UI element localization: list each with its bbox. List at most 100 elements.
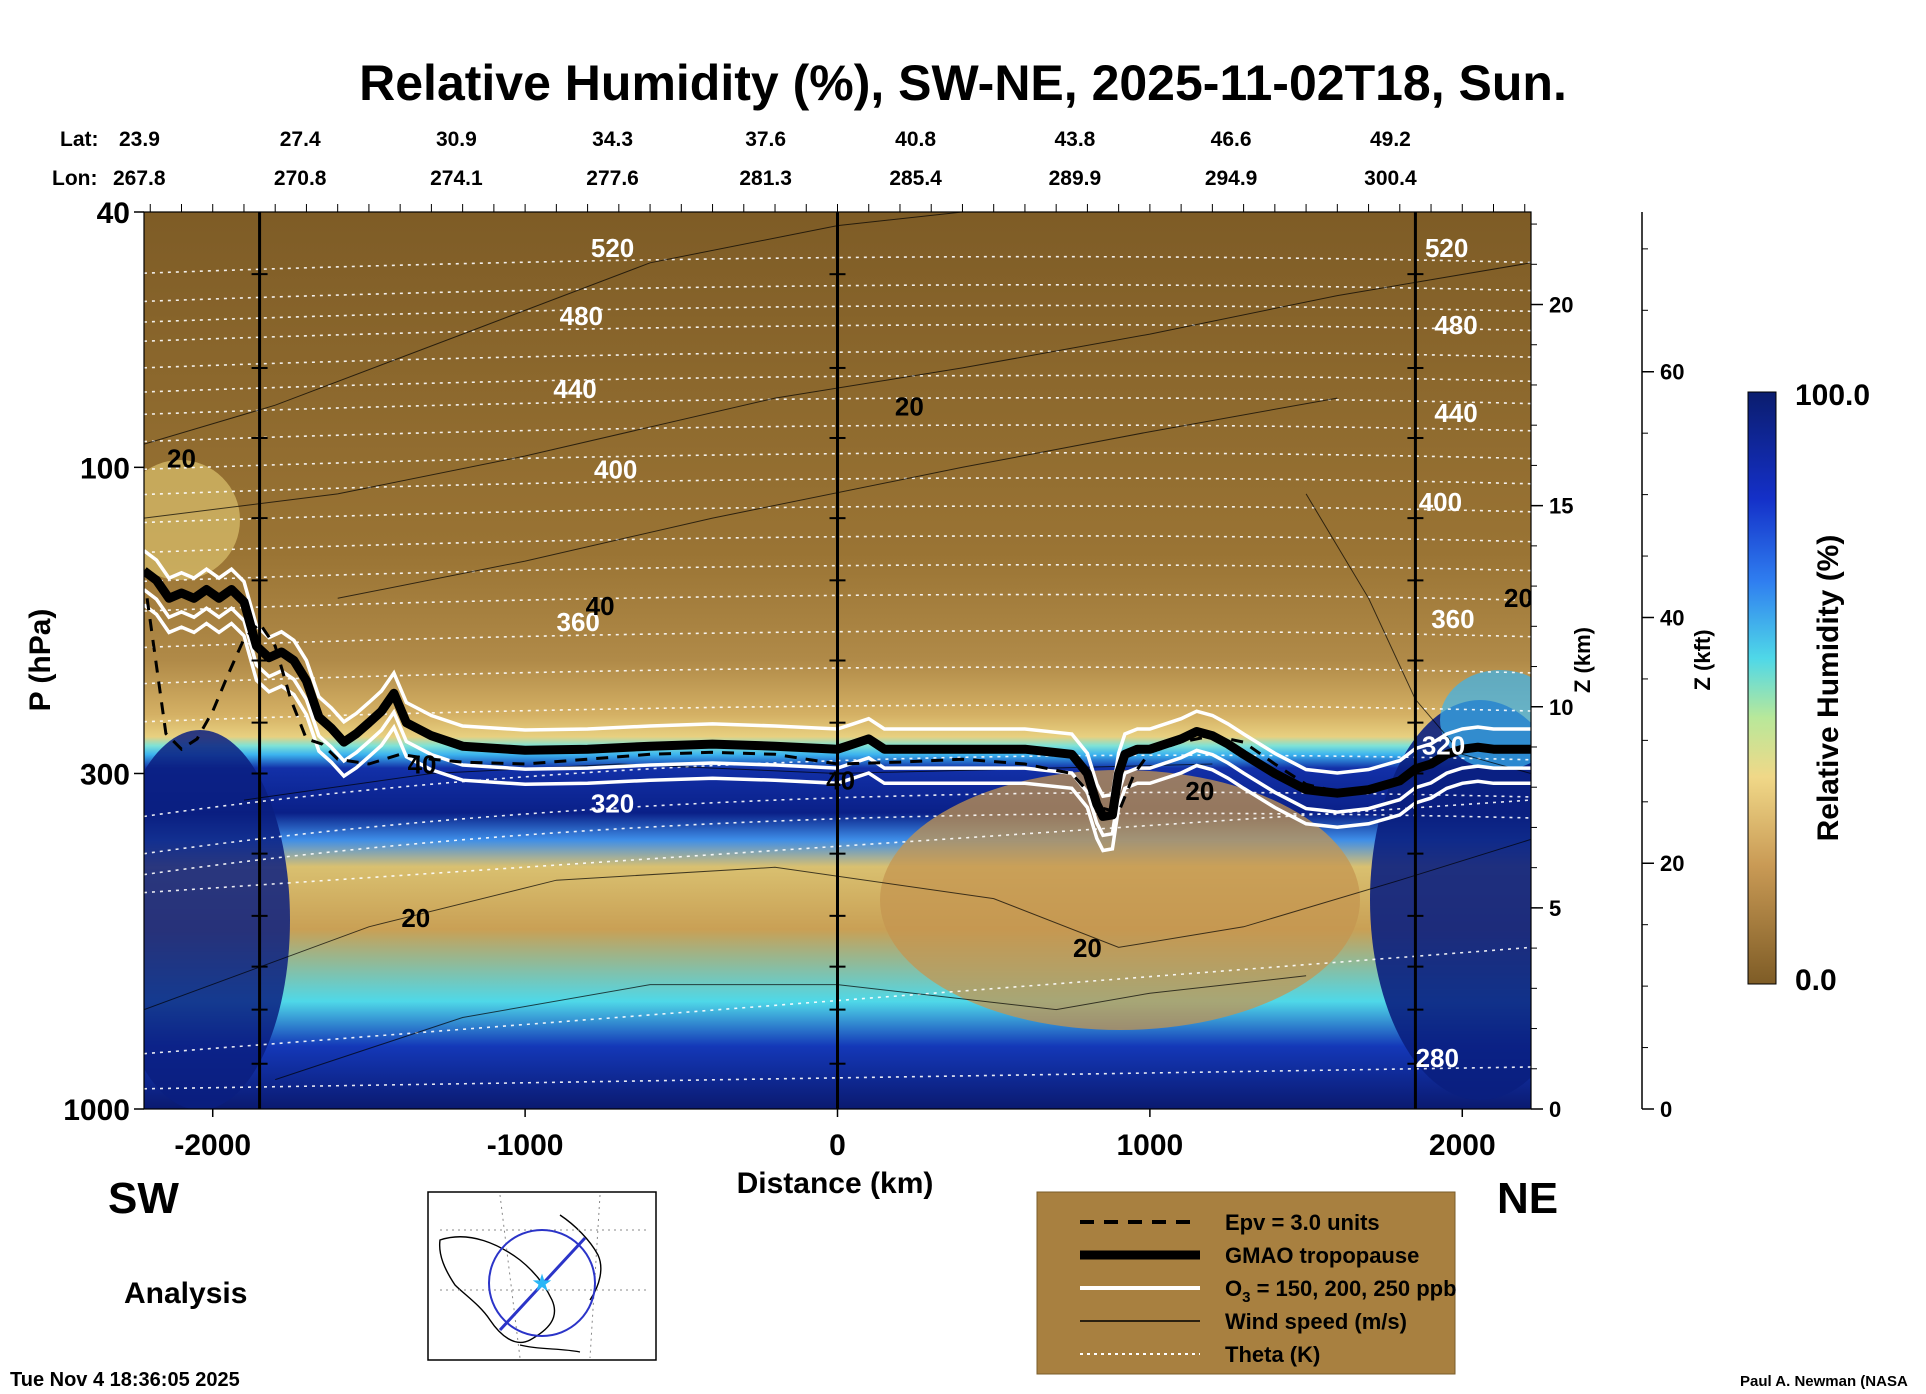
ozone-contour <box>144 588 1531 838</box>
ne-label: NE <box>1497 1174 1558 1223</box>
legend-theta-label: Theta (K) <box>1225 1342 1320 1367</box>
z-kft-axis: 0 20 40 60 <box>1641 212 1684 1122</box>
legend: Epv = 3.0 units GMAO tropopause O3 = 150… <box>1036 1191 1457 1375</box>
theta-contour <box>144 284 1531 303</box>
z-km-tick-label: 15 <box>1549 494 1573 519</box>
colorbar-min: 0.0 <box>1795 964 1837 997</box>
wind-label: 20 <box>895 391 924 421</box>
sw-label: SW <box>108 1174 179 1223</box>
lon-value: 277.6 <box>586 167 639 190</box>
wind-label: 40 <box>408 749 437 779</box>
colorbar-scale <box>1747 391 1777 985</box>
analysis-label: Analysis <box>124 1277 247 1310</box>
x-tick-label: -1000 <box>487 1129 564 1162</box>
theta-contour <box>144 535 1531 554</box>
theta-contour <box>144 593 1531 612</box>
z-km-tick-label: 5 <box>1549 896 1561 921</box>
z-km-axis-label: Z (km) <box>1570 627 1595 693</box>
lat-value: 34.3 <box>592 128 633 151</box>
wind-label: 20 <box>1504 583 1533 613</box>
lon-label: Lon: <box>52 167 97 190</box>
wind-label: 20 <box>1073 933 1102 963</box>
coastline-icon <box>559 1214 602 1301</box>
theta-contour <box>144 424 1531 443</box>
lon-value: 281.3 <box>739 167 792 190</box>
wind-label: 20 <box>167 443 196 473</box>
center-star-icon: ★ <box>531 1270 553 1297</box>
theta-contour <box>144 505 1531 524</box>
y-tick-label: 40 <box>97 197 130 230</box>
lat-value: 37.6 <box>745 128 786 151</box>
theta-contour <box>144 451 1531 471</box>
y-axis: 40 100 300 1000 <box>63 197 144 1127</box>
wind-label: 20 <box>1185 776 1214 806</box>
theta-label: 480 <box>560 301 603 331</box>
lon-value: 270.8 <box>274 167 327 190</box>
tropopause-line <box>144 567 1531 821</box>
legend-ozone-label: O3 = 150, 200, 250 ppb <box>1225 1276 1457 1306</box>
lon-value: 300.4 <box>1364 167 1417 190</box>
contour-labels: 520 480 440 400 360 320 280 520 480 440 400 360 320 2… <box>167 233 1533 1073</box>
theta-contour <box>144 255 1531 274</box>
z-km-tick-label: 0 <box>1549 1097 1561 1122</box>
z-kft-tick-label: 40 <box>1660 605 1684 630</box>
wind-contour <box>144 838 1531 1011</box>
lat-lon-row: 23.9 27.4 30.9 34.3 37.6 40.8 43.8 46.6 49.2 267.… <box>113 128 1417 190</box>
ozone-contour <box>144 549 1531 799</box>
lon-value: 267.8 <box>113 167 166 190</box>
z-kft-tick-label: 0 <box>1660 1097 1672 1122</box>
wind-label: 40 <box>826 766 855 796</box>
plot-area: 5204804404003603202805204804404003603202… <box>63 197 1684 1162</box>
legend-epv-label: Epv = 3.0 units <box>1225 1210 1380 1235</box>
x-axis: -2000 -1000 0 1000 2000 <box>149 204 1526 1162</box>
theta-label: 520 <box>591 233 634 263</box>
lat-value: 23.9 <box>119 128 160 151</box>
theta-label: 400 <box>1419 487 1462 517</box>
theta-contour <box>144 666 1531 685</box>
theta-label: 360 <box>557 607 600 637</box>
x-tick-label: 2000 <box>1429 1129 1496 1162</box>
lat-value: 43.8 <box>1054 128 1095 151</box>
lat-value: 46.6 <box>1211 128 1252 151</box>
z-kft-tick-label: 20 <box>1660 851 1684 876</box>
wind-label: 20 <box>401 903 430 933</box>
x-tick-label: 1000 <box>1117 1129 1184 1162</box>
vertical-markers <box>251 212 1424 1109</box>
theta-label: 360 <box>1431 604 1474 634</box>
legend-wind-label: Wind speed (m/s) <box>1225 1309 1407 1334</box>
lon-value: 294.9 <box>1205 167 1258 190</box>
x-axis-label: Distance (km) <box>737 1167 934 1200</box>
theta-label: 320 <box>1422 730 1465 760</box>
x-tick-label: 0 <box>829 1129 846 1162</box>
theta-label: 480 <box>1434 310 1477 340</box>
lat-value: 49.2 <box>1370 128 1411 151</box>
z-kft-axis-label: Z (kft) <box>1690 629 1715 690</box>
section-line <box>498 1236 587 1332</box>
y-tick-label: 100 <box>80 452 130 485</box>
coastline-icon <box>438 1236 556 1344</box>
lon-value: 285.4 <box>889 167 942 190</box>
theta-label: 320 <box>591 788 634 818</box>
moist-region <box>144 730 290 1109</box>
colorbar-max: 100.0 <box>1795 379 1870 412</box>
wind-contour <box>144 212 963 445</box>
y-tick-label: 300 <box>80 758 130 791</box>
theta-contour <box>144 374 1531 393</box>
x-tick-label: -2000 <box>174 1129 251 1162</box>
credit: Paul A. Newman (NASA <box>1740 1373 1908 1390</box>
theta-contour <box>144 350 1531 369</box>
z-km-tick-label: 20 <box>1549 293 1573 318</box>
theta-contour <box>144 563 1531 583</box>
theta-label: 440 <box>1434 398 1477 428</box>
y-tick-label: 1000 <box>63 1094 130 1127</box>
theta-contour <box>144 630 1531 649</box>
colorbar: 100.0 0.0 Relative Humidity (%) <box>1747 379 1870 997</box>
theta-label: 520 <box>1425 233 1468 263</box>
theta-label: 400 <box>594 454 637 484</box>
wind-label: 40 <box>586 591 615 621</box>
z-km-tick-label: 10 <box>1549 695 1573 720</box>
ozone-contour <box>144 603 1531 853</box>
lat-label: Lat: <box>60 128 99 151</box>
lon-value: 289.9 <box>1049 167 1102 190</box>
